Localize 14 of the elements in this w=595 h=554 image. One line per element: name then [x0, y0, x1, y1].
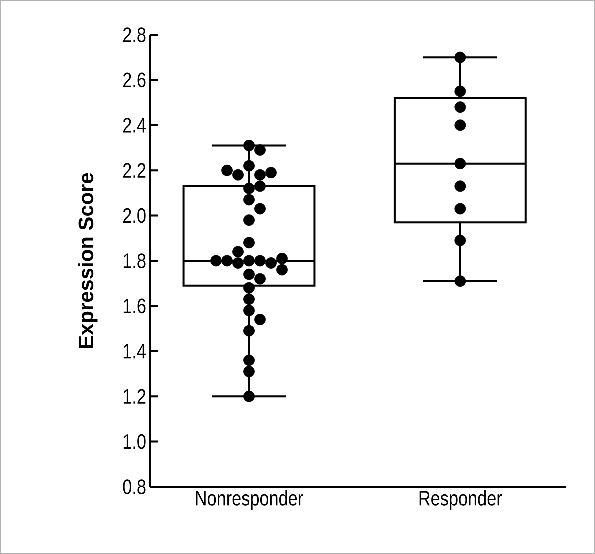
x-tick-label: Responder	[420, 490, 502, 510]
y-tick-label: 1.0	[124, 434, 146, 450]
y-tick-label: 2.4	[123, 118, 146, 133]
y-tick-label: 1.6	[124, 298, 146, 314]
y-tick-label: 1.8	[124, 254, 146, 268]
y-tick-label: 2.8	[123, 28, 146, 42]
y-tick-label: 0.8	[123, 480, 146, 494]
y-tick-label: 2.6	[123, 72, 146, 88]
y-tick-label: 1.4	[124, 344, 146, 359]
y-tick-label: 2.2	[123, 163, 146, 178]
y-axis-title: Expression Score	[78, 173, 98, 348]
y-tick-label: 1.2	[124, 389, 146, 404]
x-tick-label: Nonresponder	[196, 490, 304, 510]
y-tick-label: 2.0	[123, 208, 146, 224]
